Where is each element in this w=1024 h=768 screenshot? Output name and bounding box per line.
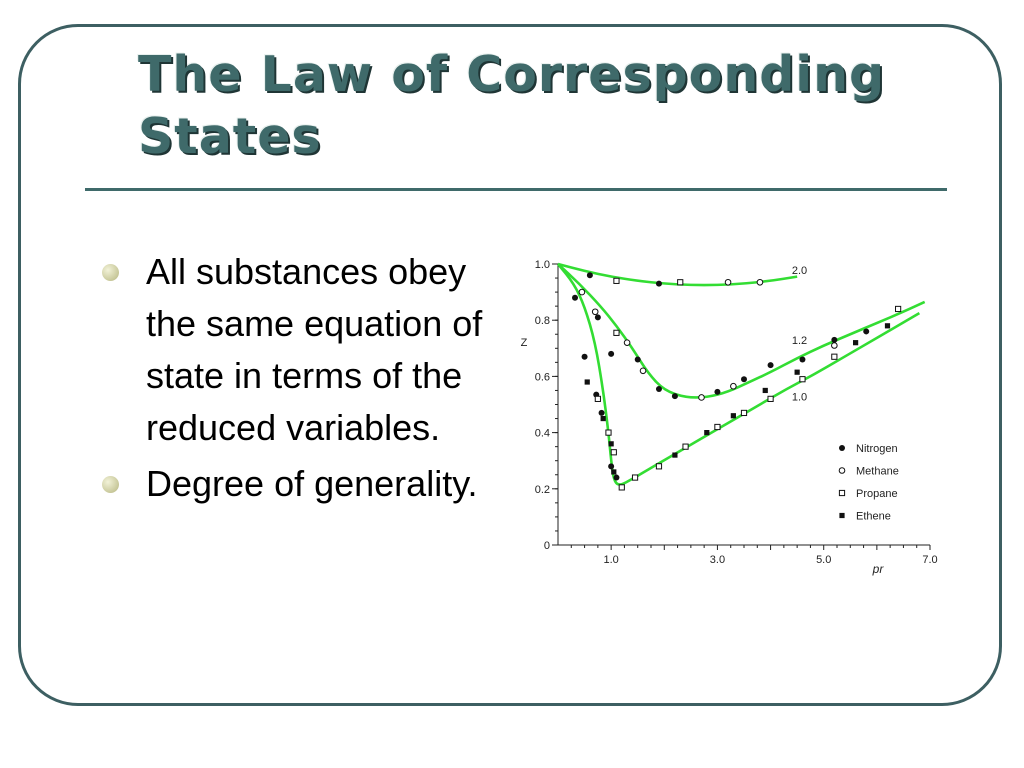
y-tick-label: 0.2 bbox=[535, 484, 550, 496]
curve-label: 1.0 bbox=[792, 391, 807, 403]
chart-axes: 1.0 3.0 5.0 7.0 0 0.2 0.4 0.6 0.8 1.0 Zpr bbox=[521, 259, 938, 576]
x-axis-label: pr bbox=[872, 562, 885, 576]
methane-point bbox=[639, 367, 647, 375]
x-tick-label: 5.0 bbox=[816, 554, 831, 566]
nitrogen-point bbox=[655, 386, 662, 393]
bullet-item: All substances obey the same equation of… bbox=[96, 246, 486, 454]
propane-point bbox=[831, 353, 838, 360]
propane-point bbox=[740, 409, 748, 417]
propane-point bbox=[631, 474, 639, 481]
nitrogen-point bbox=[598, 409, 605, 416]
methane-point bbox=[591, 308, 599, 316]
legend-entry: Ethene bbox=[856, 511, 891, 523]
isotherm-curve bbox=[556, 263, 921, 486]
propane-point bbox=[605, 429, 612, 436]
nitrogen-point bbox=[572, 294, 579, 301]
slide-title: The Law of Corresponding States bbox=[138, 46, 886, 165]
ethene-point bbox=[762, 387, 768, 394]
ethene-point bbox=[608, 441, 614, 447]
y-tick-label: 0.4 bbox=[535, 428, 550, 440]
bullet-dot-icon bbox=[102, 476, 119, 493]
bullet-list: All substances obey the same equation of… bbox=[96, 246, 486, 514]
y-tick-label: 1.0 bbox=[535, 259, 550, 271]
bullet-text: Degree of generality. bbox=[146, 463, 478, 504]
legend-marker bbox=[839, 512, 845, 519]
nitrogen-point bbox=[594, 314, 601, 321]
nitrogen-point bbox=[767, 362, 774, 369]
bullet-dot-icon bbox=[102, 264, 119, 281]
propane-point bbox=[618, 484, 625, 491]
curve-label: 1.2 bbox=[792, 335, 807, 347]
ethene-point bbox=[853, 340, 859, 346]
x-tick-label: 1.0 bbox=[603, 554, 618, 566]
y-tick-label: 0 bbox=[544, 540, 550, 552]
nitrogen-point bbox=[799, 356, 806, 363]
chart-points bbox=[572, 272, 902, 491]
legend-entry: Methane bbox=[856, 466, 899, 478]
nitrogen-point bbox=[831, 336, 838, 343]
slide-frame bbox=[18, 24, 1002, 706]
ethene-point bbox=[884, 323, 891, 329]
x-tick-label: 3.0 bbox=[710, 554, 725, 566]
nitrogen-point bbox=[608, 463, 615, 470]
propane-point bbox=[895, 305, 902, 313]
ethene-point bbox=[704, 430, 710, 436]
nitrogen-point bbox=[608, 350, 615, 357]
chart-legend: Nitrogen Methane Propane Ethene bbox=[838, 443, 899, 523]
bullet-item: Degree of generality. bbox=[96, 458, 486, 510]
legend-entry: Propane bbox=[856, 488, 898, 500]
propane-point bbox=[767, 395, 774, 402]
methane-point bbox=[623, 339, 631, 346]
propane-point bbox=[613, 329, 620, 336]
methane-point bbox=[730, 382, 737, 390]
ethene-point bbox=[584, 379, 590, 385]
propane-point bbox=[799, 376, 806, 383]
legend-marker bbox=[839, 445, 845, 451]
title-divider bbox=[85, 188, 947, 191]
methane-point bbox=[831, 342, 838, 349]
nitrogen-point bbox=[714, 388, 721, 395]
legend-entry: Nitrogen bbox=[856, 443, 898, 455]
nitrogen-point bbox=[741, 376, 747, 383]
nitrogen-point bbox=[671, 393, 678, 400]
propane-point bbox=[594, 395, 601, 402]
propane-point bbox=[610, 449, 617, 456]
curve-label: 2.0 bbox=[792, 265, 807, 277]
nitrogen-point bbox=[655, 280, 662, 287]
propane-point bbox=[613, 277, 620, 284]
methane-point bbox=[698, 394, 705, 401]
ethene-point bbox=[730, 413, 736, 419]
nitrogen-point bbox=[634, 356, 641, 363]
y-tick-label: 0.8 bbox=[535, 315, 550, 327]
x-tick-label: 7.0 bbox=[922, 554, 937, 566]
propane-point bbox=[677, 279, 684, 286]
ethene-point bbox=[672, 452, 678, 458]
nitrogen-point bbox=[863, 328, 870, 335]
y-axis-label: Z bbox=[521, 337, 528, 349]
propane-point bbox=[714, 423, 721, 431]
methane-point bbox=[578, 288, 586, 296]
legend-marker bbox=[838, 489, 846, 497]
nitrogen-point bbox=[586, 272, 593, 279]
propane-point bbox=[655, 463, 663, 470]
nitrogen-point bbox=[613, 474, 620, 481]
bullet-text: All substances obey the same equation of… bbox=[146, 251, 483, 448]
ethene-point bbox=[794, 369, 800, 375]
methane-point bbox=[724, 278, 732, 286]
nitrogen-point bbox=[581, 353, 588, 360]
propane-point bbox=[682, 443, 689, 450]
legend-marker bbox=[838, 467, 846, 474]
y-tick-label: 0.6 bbox=[535, 371, 550, 383]
ethene-point bbox=[611, 469, 617, 475]
methane-point bbox=[756, 278, 764, 286]
ethene-point bbox=[600, 415, 606, 422]
